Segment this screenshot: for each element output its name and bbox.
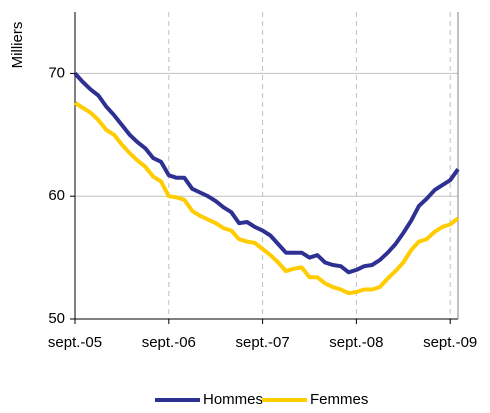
y-tick-label: 50 — [48, 310, 65, 327]
series-line — [73, 101, 460, 296]
x-tick-label: sept.-05 — [48, 334, 102, 351]
legend-label: Hommes — [203, 391, 263, 408]
series-line — [73, 72, 460, 275]
y-axis-label: Milliers — [9, 22, 26, 69]
y-tick-label: 70 — [48, 64, 65, 81]
x-tick-label: sept.-06 — [142, 334, 196, 351]
legend-label: Femmes — [310, 391, 368, 408]
x-tick-label: sept.-07 — [235, 334, 289, 351]
y-tick-label: 60 — [48, 187, 65, 204]
x-tick-label: sept.-09 — [423, 334, 477, 351]
x-tick-label: sept.-08 — [329, 334, 383, 351]
